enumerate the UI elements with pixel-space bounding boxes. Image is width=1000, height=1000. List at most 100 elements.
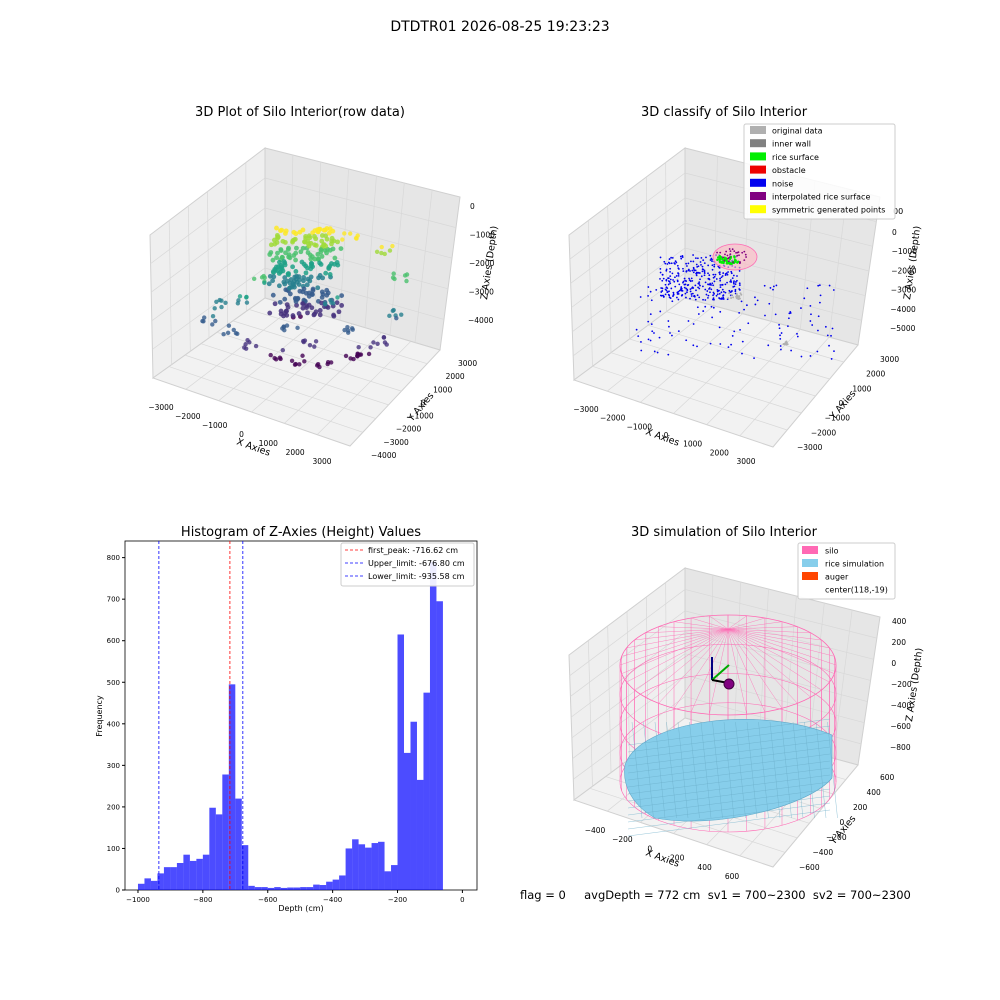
classify-point bbox=[819, 301, 821, 304]
raw-point bbox=[303, 290, 309, 296]
rice-mesh-line bbox=[735, 721, 746, 819]
histogram-bar bbox=[274, 887, 281, 890]
raw-point bbox=[214, 299, 219, 305]
classify-point bbox=[683, 286, 686, 289]
classify-point bbox=[774, 313, 777, 316]
raw-point bbox=[275, 235, 280, 241]
simulation-legend-swatch bbox=[802, 572, 818, 580]
classify-y-tick-label: 3000 bbox=[880, 355, 899, 364]
classify-point bbox=[734, 283, 737, 286]
raw-point bbox=[303, 234, 309, 239]
raw-point bbox=[295, 325, 300, 331]
histogram-bar bbox=[429, 561, 437, 890]
histogram-bar bbox=[183, 854, 190, 890]
raw-point bbox=[399, 312, 404, 317]
raw-point bbox=[366, 351, 372, 357]
raw-point bbox=[323, 270, 329, 276]
classify-point bbox=[718, 266, 721, 269]
classify-point bbox=[659, 271, 662, 274]
raw-x-tick-label: −2000 bbox=[175, 412, 201, 421]
classify-point bbox=[724, 273, 727, 275]
sim-z-ticks: 400 200 0 −200 −400 −600 −800 bbox=[890, 617, 912, 752]
raw-point bbox=[273, 357, 279, 362]
classify-legend-swatch bbox=[750, 192, 766, 200]
silo-roof-wire bbox=[727, 615, 747, 630]
classify-point bbox=[680, 286, 683, 288]
classify-point bbox=[647, 295, 649, 297]
classify-point bbox=[738, 288, 741, 290]
raw-point bbox=[319, 233, 325, 238]
raw-point bbox=[315, 285, 321, 291]
raw-point bbox=[293, 361, 298, 367]
rice-mesh-line bbox=[627, 767, 831, 795]
classify-point bbox=[727, 260, 730, 263]
simulation-legend-swatch bbox=[802, 559, 818, 567]
classify-point bbox=[735, 294, 738, 297]
classify-point bbox=[785, 343, 788, 346]
raw-scatter-points bbox=[200, 225, 410, 370]
raw-point bbox=[282, 281, 288, 287]
classify-point bbox=[831, 327, 834, 330]
raw-point bbox=[314, 363, 320, 368]
classify-point bbox=[669, 278, 672, 281]
raw-x-tick-label: 0 bbox=[239, 430, 244, 439]
classify-point bbox=[671, 334, 673, 337]
raw-z-tick-label: −1000 bbox=[470, 231, 496, 240]
classify-point bbox=[720, 276, 723, 279]
silo-roof-wire bbox=[626, 628, 729, 683]
classify-point bbox=[681, 294, 684, 296]
silo-roof-wire bbox=[727, 628, 783, 709]
raw-point bbox=[308, 263, 314, 269]
classify-point bbox=[695, 263, 698, 266]
histogram-bar bbox=[261, 887, 268, 890]
histogram-legend-label: first_peak: -716.62 cm bbox=[368, 546, 458, 555]
raw-point bbox=[293, 231, 299, 237]
classify-point bbox=[779, 345, 782, 347]
classify-point bbox=[745, 256, 747, 258]
classify-point bbox=[665, 269, 668, 272]
classify-point bbox=[665, 268, 668, 271]
classify-point bbox=[707, 277, 710, 280]
classify-point bbox=[690, 293, 693, 295]
classify-point bbox=[779, 337, 782, 340]
raw-point bbox=[339, 293, 345, 298]
raw-point bbox=[391, 307, 396, 313]
histogram-panel: Histogram of Z-Axies (Height) Values −10… bbox=[95, 525, 478, 913]
raw-point bbox=[278, 248, 284, 253]
silo-roof-wire bbox=[634, 628, 729, 691]
silo-roof-wire bbox=[691, 617, 729, 630]
histogram-bar bbox=[189, 860, 197, 890]
classify-point bbox=[727, 271, 730, 273]
classify-point bbox=[730, 343, 733, 346]
simulation-legend-label: center(118,-19) bbox=[825, 586, 888, 595]
classify-point bbox=[666, 263, 669, 265]
raw-y-tick-label: 3000 bbox=[458, 359, 477, 368]
gridline bbox=[610, 352, 802, 414]
raw-point bbox=[286, 285, 292, 291]
classify-point bbox=[689, 288, 692, 291]
rice-mesh-line bbox=[643, 721, 654, 819]
classify-point bbox=[729, 280, 732, 283]
raw-point bbox=[270, 278, 276, 284]
raw-point bbox=[251, 276, 257, 282]
classify-point bbox=[800, 307, 802, 309]
classify-point bbox=[711, 316, 714, 319]
raw-point bbox=[281, 259, 287, 264]
histogram-bar bbox=[332, 879, 340, 890]
raw-point bbox=[313, 339, 319, 344]
classify-point bbox=[692, 268, 695, 270]
raw-y-tick-label: −4000 bbox=[371, 451, 397, 460]
histogram-bar bbox=[358, 844, 366, 890]
classify-point bbox=[756, 299, 759, 302]
raw-point bbox=[312, 242, 318, 248]
raw-point bbox=[303, 270, 309, 276]
histogram-bar bbox=[228, 684, 236, 890]
gridline bbox=[414, 189, 433, 343]
classify-point bbox=[724, 283, 727, 286]
raw-point bbox=[267, 310, 273, 316]
raw-point bbox=[379, 250, 384, 256]
classify-point bbox=[712, 298, 714, 301]
classify-point bbox=[695, 274, 698, 277]
raw-point bbox=[332, 261, 337, 267]
classify-point bbox=[783, 342, 786, 345]
